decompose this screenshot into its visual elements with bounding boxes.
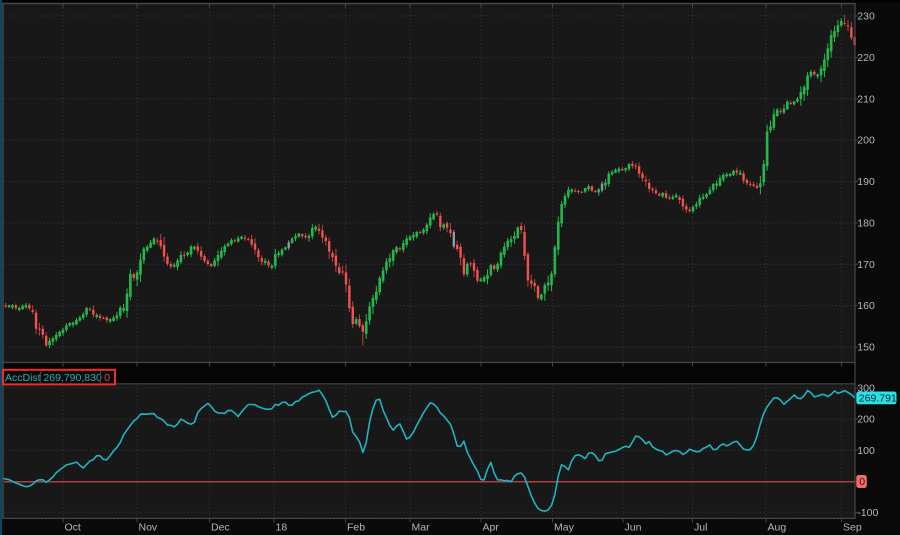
svg-text:170: 170 — [857, 259, 875, 271]
svg-text:190: 190 — [857, 176, 875, 188]
svg-text:220: 220 — [857, 52, 875, 64]
svg-text:Oct: Oct — [65, 522, 81, 534]
svg-text:269.791: 269.791 — [859, 393, 897, 405]
svg-text:AccDist: AccDist — [5, 372, 41, 384]
svg-text:Apr: Apr — [483, 522, 500, 534]
svg-text:210: 210 — [857, 93, 875, 105]
svg-text:160: 160 — [857, 300, 875, 312]
svg-text:200: 200 — [857, 135, 875, 147]
svg-text:180: 180 — [857, 218, 875, 230]
svg-text:Feb: Feb — [347, 522, 365, 534]
svg-text:Aug: Aug — [768, 522, 787, 534]
svg-text:Nov: Nov — [139, 522, 158, 534]
svg-text:230: 230 — [857, 11, 875, 23]
svg-text:Sep: Sep — [843, 522, 862, 534]
svg-text:0: 0 — [859, 476, 865, 488]
svg-text:150: 150 — [857, 342, 875, 354]
svg-text:Dec: Dec — [211, 522, 230, 534]
svg-text:Jul: Jul — [694, 522, 707, 534]
svg-text:200: 200 — [857, 414, 875, 426]
svg-text:18: 18 — [276, 522, 288, 534]
svg-text:269,790,830: 269,790,830 — [43, 372, 102, 384]
svg-text:100: 100 — [857, 445, 875, 457]
svg-text:Jun: Jun — [625, 522, 642, 534]
svg-text:May: May — [554, 522, 575, 534]
svg-text:-100: -100 — [857, 507, 878, 519]
svg-text:0: 0 — [104, 372, 110, 384]
svg-text:Mar: Mar — [412, 522, 431, 534]
